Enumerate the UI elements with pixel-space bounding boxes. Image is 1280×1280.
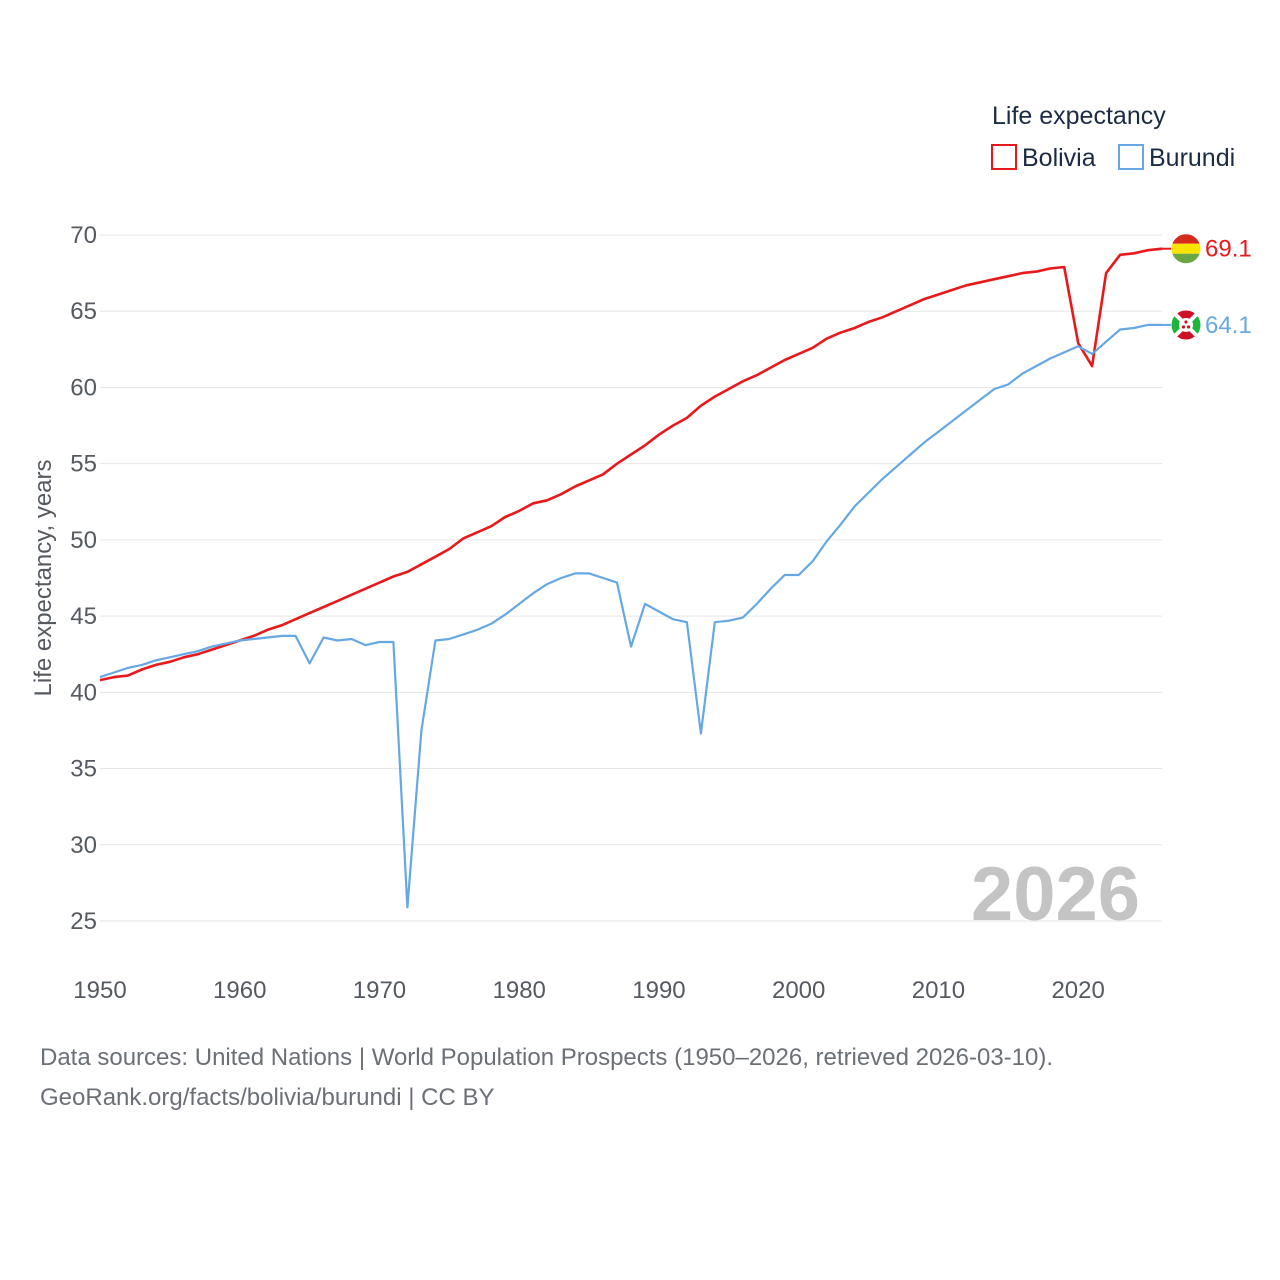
life-expectancy-chart: 25 30 35 40 45 50 55 60 65 70 1950 1960 1970 1980 199… — [30, 102, 1252, 1004]
y-tick-65: 65 — [70, 298, 97, 325]
x-tick-1960: 1960 — [213, 977, 266, 1004]
series-end-markers: 69.1 64.1 — [1162, 233, 1252, 341]
footer-sources: Data sources: United Nations | World Pop… — [40, 1044, 1054, 1071]
legend-title: Life expectancy — [992, 102, 1166, 130]
y-tick-55: 55 — [70, 451, 97, 478]
x-tick-2000: 2000 — [772, 977, 825, 1004]
end-value-burundi: 64.1 — [1205, 312, 1252, 339]
y-tick-30: 30 — [70, 832, 97, 859]
legend-swatch-bolivia[interactable] — [991, 144, 1017, 170]
series-lines — [99, 247, 1163, 909]
series-line-burundi[interactable] — [99, 323, 1162, 909]
flag-burundi-icon — [1170, 309, 1202, 341]
end-value-bolivia: 69.1 — [1205, 236, 1252, 263]
series-line-bolivia[interactable] — [99, 247, 1163, 682]
y-tick-25: 25 — [70, 908, 97, 935]
x-tick-2010: 2010 — [912, 977, 965, 1004]
gridlines — [100, 234, 1162, 922]
x-tick-1970: 1970 — [353, 977, 406, 1004]
x-tick-1980: 1980 — [493, 977, 546, 1004]
flag-bolivia-icon — [1170, 233, 1202, 265]
legend-swatch-burundi[interactable] — [1118, 144, 1144, 170]
footer-attribution[interactable]: GeoRank.org/facts/bolivia/burundi | CC B… — [40, 1084, 495, 1111]
y-axis-ticks: 25 30 35 40 45 50 55 60 65 70 — [70, 222, 97, 935]
x-axis-ticks: 1950 1960 1970 1980 1990 2000 2010 2020 — [73, 977, 1105, 1004]
y-tick-60: 60 — [70, 374, 97, 401]
legend-label-bolivia[interactable]: Bolivia — [1022, 144, 1096, 172]
x-tick-2020: 2020 — [1051, 977, 1104, 1004]
x-tick-1950: 1950 — [73, 977, 126, 1004]
y-tick-70: 70 — [70, 222, 97, 249]
legend: Life expectancy Bolivia Burundi — [991, 102, 1235, 172]
y-tick-40: 40 — [70, 679, 97, 706]
legend-label-burundi[interactable]: Burundi — [1149, 144, 1235, 172]
y-tick-35: 35 — [70, 756, 97, 783]
y-tick-50: 50 — [70, 527, 97, 554]
y-axis-label: Life expectancy, years — [30, 459, 57, 696]
current-year-label: 2026 — [971, 852, 1140, 937]
y-tick-45: 45 — [70, 603, 97, 630]
x-tick-1990: 1990 — [632, 977, 685, 1004]
